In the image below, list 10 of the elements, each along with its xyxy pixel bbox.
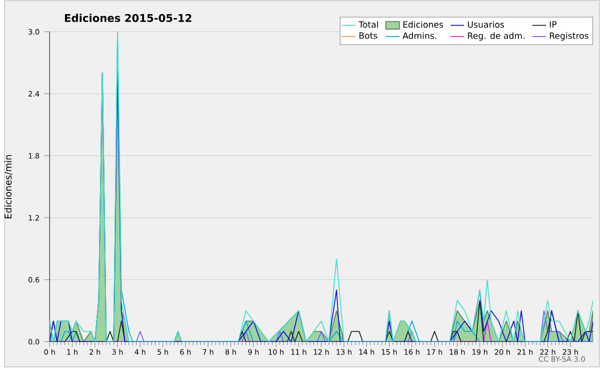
chart-title: Ediciones 2015-05-12 xyxy=(64,14,192,22)
y-axis-title: Ediciones/min xyxy=(4,155,12,218)
legend-label: Ediciones xyxy=(403,21,444,28)
legend-label: Usuarios xyxy=(468,21,504,28)
legend-label: Reg. de adm. xyxy=(468,32,524,41)
legend-label: IP xyxy=(550,21,557,28)
legend-label: Admins. xyxy=(402,32,436,40)
legend-label: Bots xyxy=(359,32,378,39)
legend-label: Total xyxy=(358,21,378,28)
legend-label: Registros xyxy=(550,32,588,41)
